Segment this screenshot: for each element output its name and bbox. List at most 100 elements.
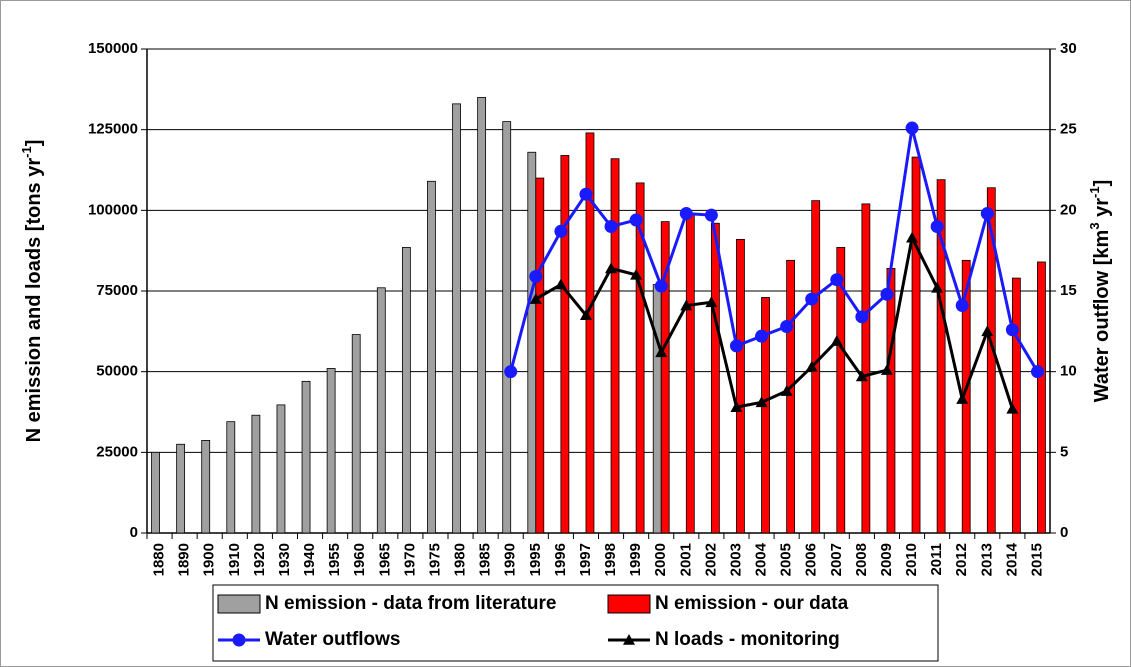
x-tick-label: 2002 [702,543,719,576]
line [509,127,1039,373]
legend-label: N emission - our data [655,593,849,614]
marker [730,401,743,412]
marker [554,278,567,290]
legend-marker [623,634,635,645]
marker [605,262,618,274]
marker [529,269,543,283]
bar [710,222,720,534]
legend-swatch [607,594,651,614]
bar [502,121,512,534]
bar [652,284,662,534]
marker [579,309,592,320]
marker [805,292,819,306]
y2-tick-label: 25 [1060,121,1077,138]
y2-tick-label: 0 [1060,524,1068,541]
x-tick-label: 1940 [301,543,318,576]
x-tick-label: 2015 [1028,543,1045,576]
x-tick-label: 1910 [226,543,243,576]
marker [905,121,919,135]
x-tick-label: 1930 [276,543,293,576]
marker [906,231,919,243]
marker [1006,402,1019,414]
y-tick-label: 125000 [88,121,138,138]
marker [1030,365,1044,379]
legend-swatch [217,594,261,614]
marker [930,219,944,233]
bar [936,179,946,534]
bar [535,177,545,534]
line [535,233,1014,410]
x-tick-label: 1880 [151,543,168,576]
x-tick-label: 2001 [677,543,694,576]
bar [176,443,186,534]
bar [635,182,645,534]
x-tick-label: 1955 [326,543,343,576]
marker [679,207,693,221]
marker [705,296,718,308]
y2-axis-title-part: ] [1091,180,1113,187]
bar [861,203,871,534]
marker [504,365,518,379]
bar [836,247,846,534]
marker [955,299,969,313]
legend-label: Water outflows [265,629,400,650]
y2-axis-title: Water outflow [km3 yr-1] [1087,180,1113,403]
marker [880,287,894,301]
bar [527,151,537,534]
x-tick-label: 2005 [778,543,795,576]
bar [326,368,336,534]
marker [529,293,542,304]
y-tick-label: 50000 [96,363,138,380]
bar [401,247,411,534]
x-tick-label: 1920 [251,543,268,576]
marker [805,360,818,372]
x-tick-label: 1985 [477,543,494,576]
marker [654,279,668,293]
bar [151,451,160,534]
legend-label: N loads - monitoring [655,629,840,650]
marker [780,385,793,396]
x-tick-label: 1997 [577,543,594,576]
y-axis-title-part: ] [23,140,45,147]
x-tick-label: 1960 [351,543,368,576]
marker [830,273,844,287]
y2-tick-label: 20 [1060,201,1077,218]
marker [680,299,693,311]
x-tick-label: 1970 [401,543,418,576]
x-tick-label: 2008 [853,543,870,576]
y2-tick-label: 30 [1060,40,1077,57]
x-tick-label: 1975 [426,543,443,576]
x-tick-label: 2012 [953,543,970,576]
marker [629,213,643,227]
y2-tick-label: 15 [1060,282,1077,299]
bar [786,259,796,534]
marker [855,370,868,382]
x-tick-label: 2011 [928,543,945,576]
bar [761,297,770,534]
marker [956,393,969,404]
x-tick-label: 2003 [727,543,744,576]
marker [655,346,668,358]
marker [780,319,794,333]
y2-tick-label: 10 [1060,363,1077,380]
x-tick-label: 2006 [803,543,820,576]
bar [276,404,286,534]
y2-axis-title-part: Water outflow [km [1091,230,1113,403]
y-tick-label: 150000 [88,40,138,57]
y-axis-title-part: N emission and loads [tons yr [23,158,45,443]
bar [911,156,921,534]
marker [604,219,618,233]
x-tick-label: 2013 [978,543,995,576]
bar [886,268,896,534]
legend-box [212,584,939,662]
bar [685,213,695,534]
marker [855,310,869,324]
bar [251,414,261,534]
x-tick-label: 1996 [552,543,569,576]
bar [376,287,386,534]
bar [351,334,361,534]
y2-tick-label: 5 [1060,443,1068,460]
x-tick-label: 1999 [627,543,644,576]
bar [1037,261,1046,534]
